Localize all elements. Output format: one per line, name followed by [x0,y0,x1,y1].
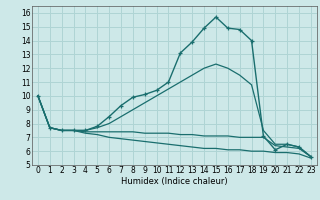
X-axis label: Humidex (Indice chaleur): Humidex (Indice chaleur) [121,177,228,186]
